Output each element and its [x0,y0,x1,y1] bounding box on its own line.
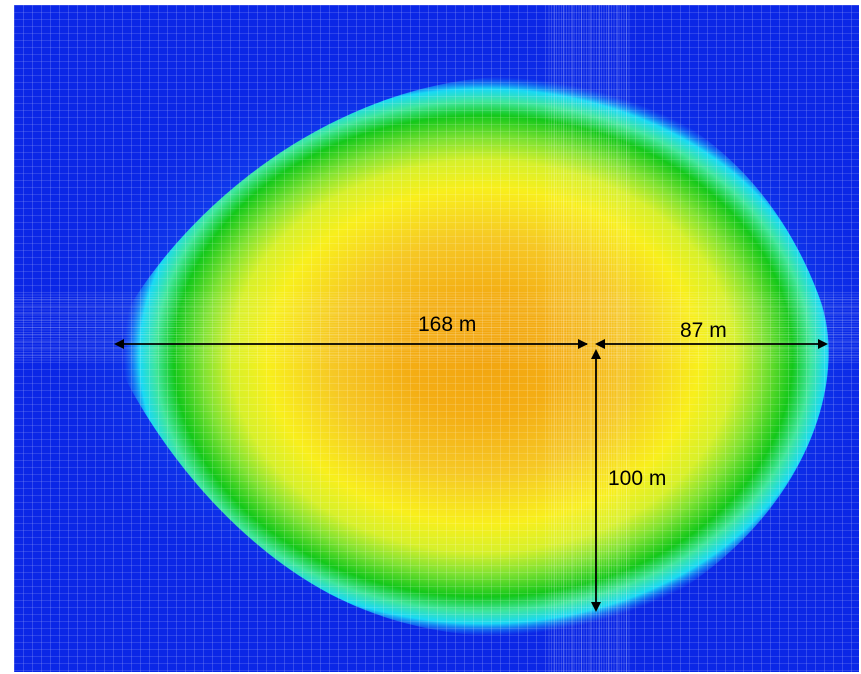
dimension-label-168m: 168 m [418,313,476,336]
arrowhead-right [818,339,828,349]
mesh-grid [14,5,859,672]
contour-mesh-figure: 168 m 87 m 100 m [14,5,859,672]
arrowhead-down [591,602,601,612]
arrowhead-up [591,349,601,359]
dimension-label-100m: 100 m [608,467,666,490]
arrowhead-left [114,339,124,349]
contour-plot: 168 m 87 m 100 m [14,5,859,672]
arrowhead-right [578,339,588,349]
dimension-label-87m: 87 m [680,319,727,342]
mesh-refinement-lines [14,5,859,672]
dimension-annotations: 168 m 87 m 100 m [114,313,828,612]
arrowhead-left [595,339,605,349]
